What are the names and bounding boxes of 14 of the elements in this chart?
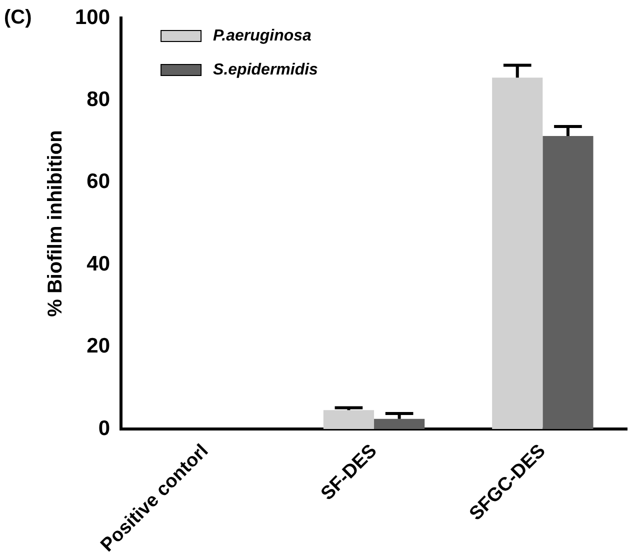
y-tick-label: 20: [86, 334, 110, 358]
y-tick-label: 80: [86, 88, 110, 112]
legend-label: S.epidermidis: [213, 61, 318, 78]
y-tick-label: 60: [86, 170, 110, 194]
y-tick-label: 100: [74, 6, 110, 29]
chart-title: (C): [4, 6, 32, 29]
bar: [374, 418, 425, 430]
y-axis-title: % Biofilm inhibition: [44, 130, 67, 317]
y-tick-label: 0: [98, 416, 110, 440]
legend-label: P.aeruginosa: [213, 27, 312, 44]
bar: [323, 410, 374, 430]
y-tick-label: 40: [86, 252, 110, 276]
bar: [542, 136, 594, 430]
bar: [492, 78, 543, 430]
